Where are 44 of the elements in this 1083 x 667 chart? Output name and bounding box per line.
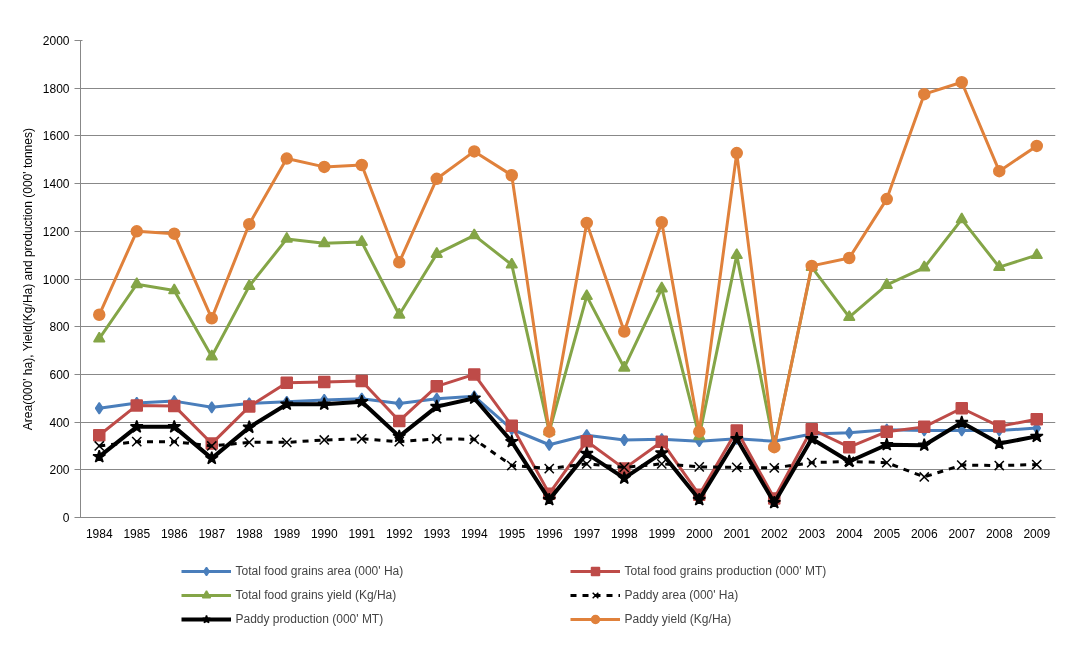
x-tick-label: 1989 (273, 526, 301, 541)
y-tick-label: 400 (49, 415, 70, 430)
x-tick-label: 2007 (948, 526, 976, 541)
x-tick-label: 1990 (310, 526, 338, 541)
y-tick-label: 1200 (42, 224, 70, 239)
y-tick-label: 1000 (42, 272, 70, 287)
x-tick-label: 1987 (198, 526, 226, 541)
x-tick-label: 1984 (85, 526, 113, 541)
legend-label: Paddy area (000' Ha) (624, 588, 740, 602)
legend-label: Paddy yield (Kg/Ha) (624, 612, 733, 626)
x-tick-label: 2008 (985, 526, 1013, 541)
x-tick-label: 2006 (910, 526, 938, 541)
legend-label: Paddy production (000' MT) (235, 612, 385, 626)
x-tick-label: 2002 (760, 526, 788, 541)
legend-label: Total food grains area (000' Ha) (235, 564, 405, 578)
x-tick-label: 1991 (348, 526, 376, 541)
y-tick-label: 2000 (42, 34, 70, 48)
legend-label: Total food grains production (000' MT) (624, 564, 828, 578)
x-tick-label: 1997 (573, 526, 601, 541)
x-tick-label: 2001 (723, 526, 751, 541)
y-tick-label: 1400 (42, 177, 70, 192)
y-axis-title: Area(000' ha), Yield(Kg/Ha) and production (000' tonnes) (20, 128, 35, 431)
y-tick-label: 0 (62, 511, 70, 525)
x-tick-label: 1994 (460, 526, 488, 541)
x-tick-label: 1999 (648, 526, 676, 541)
x-tick-label: 1992 (385, 526, 413, 541)
y-tick-label: 200 (49, 463, 70, 478)
x-tick-label: 2005 (873, 526, 901, 541)
x-tick-label: 1985 (123, 526, 151, 541)
y-tick-label: 1600 (42, 129, 70, 144)
legend-label: Total food grains yield (Kg/Ha) (235, 588, 398, 602)
x-tick-label: 2000 (685, 526, 713, 541)
x-tick-label: 1996 (535, 526, 563, 541)
x-tick-label: 1993 (423, 526, 451, 541)
x-tick-label: 1988 (235, 526, 263, 541)
x-tick-label: 2003 (798, 526, 826, 541)
x-tick-label: 2009 (1023, 526, 1051, 541)
x-tick-label: 2004 (835, 526, 863, 541)
y-tick-label: 1800 (42, 81, 70, 96)
x-tick-label: 1986 (160, 526, 188, 541)
x-tick-label: 1998 (610, 526, 638, 541)
x-tick-label: 1995 (498, 526, 526, 541)
y-tick-label: 800 (49, 320, 70, 335)
y-tick-label: 600 (49, 367, 70, 382)
